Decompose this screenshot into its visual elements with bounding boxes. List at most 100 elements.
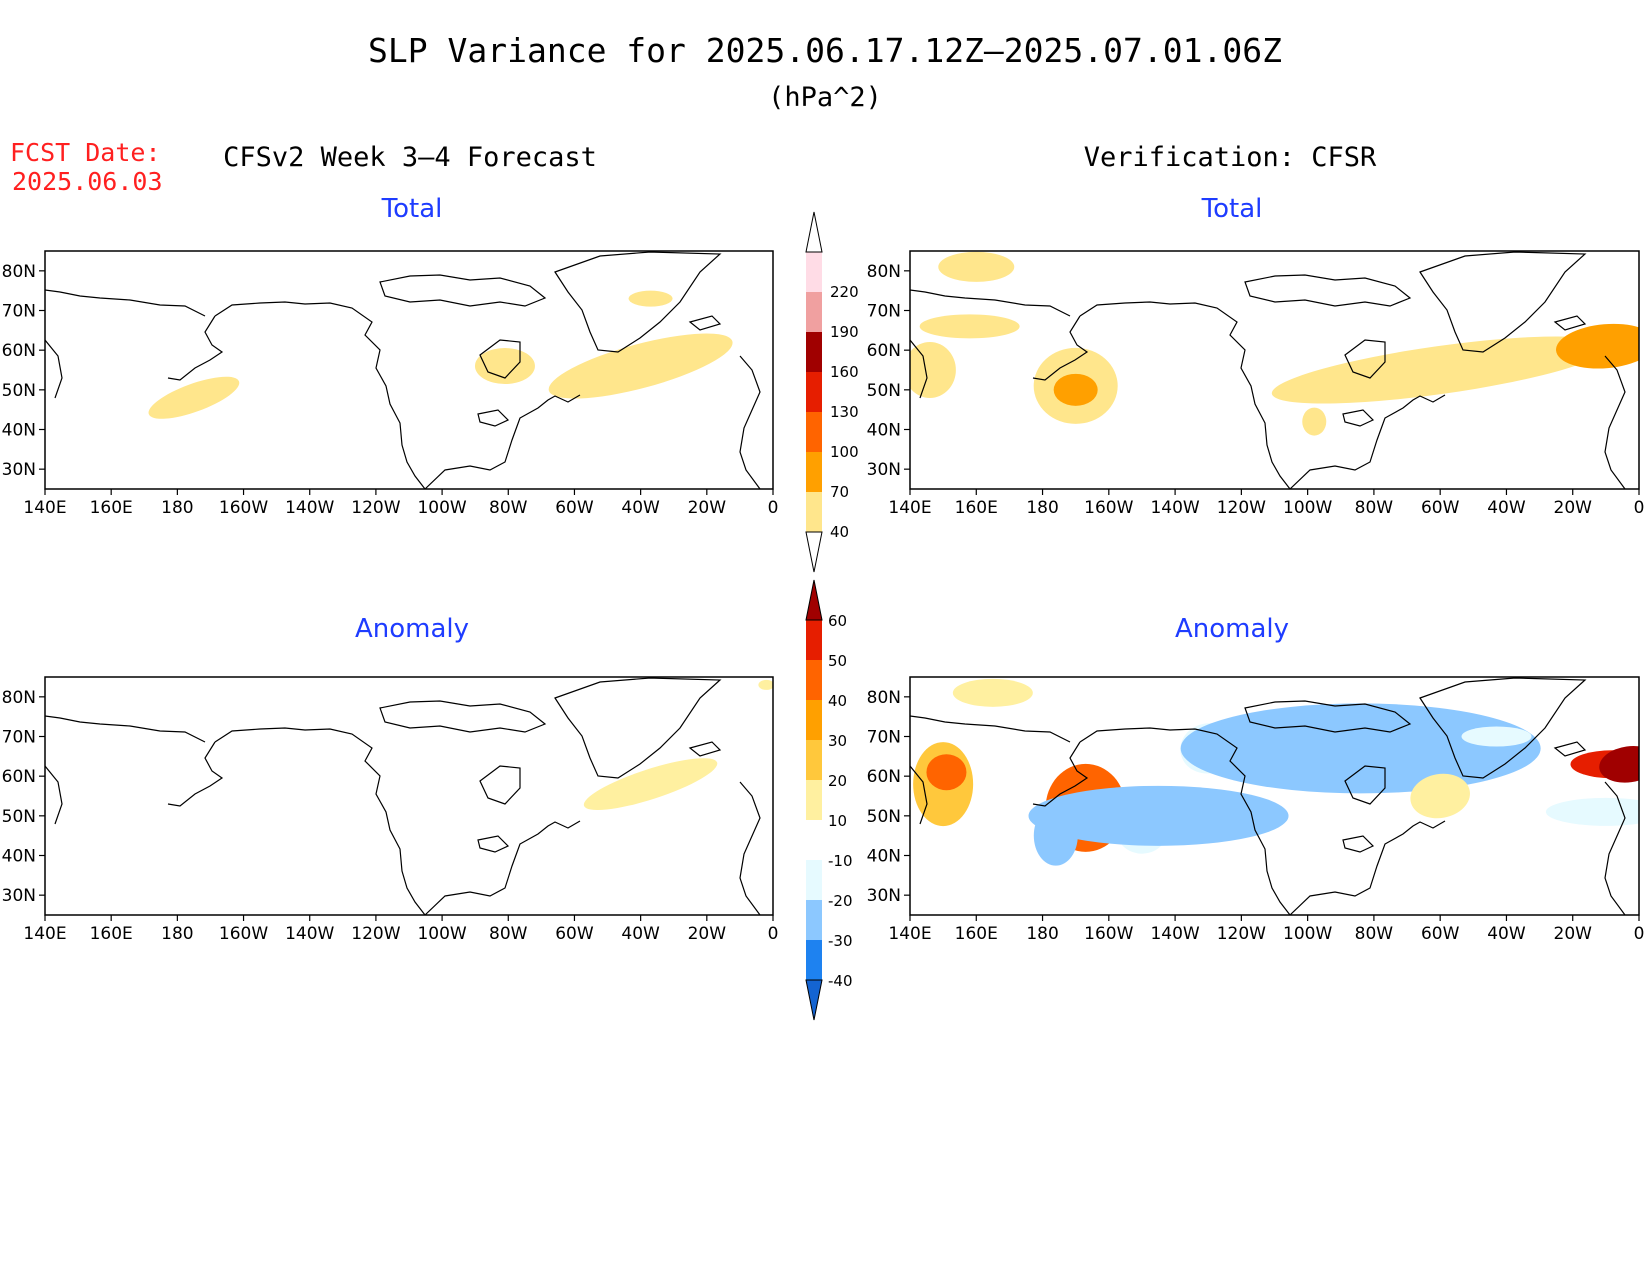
shaded-region <box>910 342 956 398</box>
lat-tick-label: 60N <box>867 341 901 361</box>
lat-tick-label: 50N <box>2 381 36 401</box>
panel-title-verif-total: Total <box>1201 194 1263 224</box>
lat-tick-label: 80N <box>2 262 36 282</box>
lon-tick-label: 160W <box>1084 498 1133 518</box>
lon-tick-label: 40W <box>1487 498 1526 518</box>
lon-tick-label: 0 <box>1634 924 1645 944</box>
lon-tick-label: 140W <box>1150 924 1199 944</box>
colorbar-segment <box>806 700 822 740</box>
shaded-region <box>758 679 773 690</box>
lat-tick-label: 40N <box>2 421 36 441</box>
lon-tick-label: 80W <box>489 498 528 518</box>
shaded-region <box>548 333 733 399</box>
colorbar-top-arrow <box>805 211 823 253</box>
colorbar-label: 30 <box>828 732 847 750</box>
lon-tick-label: 160E <box>955 498 998 518</box>
lon-tick-label: 20W <box>1554 498 1593 518</box>
colorbar-segment <box>806 252 822 292</box>
shaded-region <box>1180 703 1541 794</box>
shaded-region <box>952 678 1033 707</box>
colorbar-label: -40 <box>828 972 853 990</box>
lat-tick-label: 30N <box>867 886 901 906</box>
lon-tick-label: 100W <box>417 498 466 518</box>
colorbar-label: 20 <box>828 772 847 790</box>
shaded-region <box>1271 336 1609 404</box>
colorbar-label: 70 <box>830 483 849 501</box>
colorbar-segment <box>806 292 822 332</box>
lon-tick-label: 160W <box>219 498 268 518</box>
lat-tick-label: 50N <box>867 381 901 401</box>
lon-tick-label: 180 <box>161 924 193 944</box>
lon-tick-label: 180 <box>1026 924 1058 944</box>
lon-tick-label: 100W <box>1283 498 1332 518</box>
lon-tick-label: 140W <box>1150 498 1199 518</box>
lon-tick-label: 100W <box>1283 924 1332 944</box>
colorbar-label: 40 <box>830 523 849 541</box>
lat-tick-label: 30N <box>867 460 901 480</box>
lon-tick-label: 80W <box>1355 498 1394 518</box>
lon-tick-label: 0 <box>1634 498 1645 518</box>
panel-title-verif-anomaly: Anomaly <box>1175 614 1289 644</box>
lon-tick-label: 40W <box>621 924 660 944</box>
fcst-date-value: 2025.06.03 <box>12 167 163 196</box>
colorbar-segment <box>806 860 822 900</box>
lat-tick-label: 80N <box>867 262 901 282</box>
colorbar-segment <box>806 412 822 452</box>
anomaly-colorbar: -40 -30 -20 -10 10 20 30 40 50 60 <box>805 579 853 1021</box>
lat-tick-label: 40N <box>867 847 901 867</box>
lon-tick-label: 60W <box>555 498 594 518</box>
fcst-date-label: FCST Date: <box>10 138 161 167</box>
lon-tick-label: 160W <box>1084 924 1133 944</box>
lon-tick-label: 140E <box>23 924 66 944</box>
lat-tick-label: 60N <box>2 767 36 787</box>
colorbar-label: 50 <box>828 652 847 670</box>
colorbar-label: 100 <box>830 443 859 461</box>
shaded-region <box>1545 797 1639 826</box>
colorbar-label: 60 <box>828 612 847 630</box>
shaded-region <box>1028 785 1289 846</box>
colorbar-segment <box>806 452 822 492</box>
lat-tick-label: 60N <box>2 341 36 361</box>
shaded-region <box>583 758 718 811</box>
colorbar-label: -20 <box>828 892 853 910</box>
colorbar-top-arrow <box>805 579 823 621</box>
colorbar-label: -30 <box>828 932 853 950</box>
lon-tick-label: 0 <box>768 924 779 944</box>
shaded-region <box>926 754 967 791</box>
lon-tick-label: 80W <box>489 924 528 944</box>
lon-tick-label: 40W <box>621 498 660 518</box>
map-frame <box>44 676 774 916</box>
colorbar-segment <box>806 620 822 660</box>
map-frame <box>44 250 774 490</box>
lon-tick-label: 160E <box>955 924 998 944</box>
lon-tick-label: 100W <box>417 924 466 944</box>
lon-tick-label: 180 <box>1026 498 1058 518</box>
lon-tick-label: 120W <box>351 924 400 944</box>
colorbar-segment <box>806 900 822 940</box>
shaded-region <box>1556 323 1639 369</box>
lon-tick-label: 180 <box>161 498 193 518</box>
lon-tick-label: 40W <box>1487 924 1526 944</box>
lon-tick-label: 120W <box>1217 924 1266 944</box>
lat-tick-label: 50N <box>2 807 36 827</box>
lon-tick-label: 140E <box>888 498 931 518</box>
forecast-heading: CFSv2 Week 3–4 Forecast <box>223 142 597 173</box>
lat-tick-label: 70N <box>2 302 36 322</box>
lon-tick-label: 20W <box>1554 924 1593 944</box>
shaded-region <box>919 314 1020 339</box>
lon-tick-label: 160E <box>90 498 133 518</box>
lat-tick-label: 40N <box>2 847 36 867</box>
colorbar-segment <box>806 940 822 980</box>
map-panel-forecast-anomaly: 80N 70N 60N 50N 40N 30N 140E 160E 180 160W 140W 120… <box>2 676 779 944</box>
shaded-region <box>1461 726 1532 747</box>
map-panel-forecast-total: 80N 70N 60N 50N 40N 30N 140E 160E 180 160W 140W 120… <box>2 250 778 518</box>
colorbar-label: 40 <box>828 692 847 710</box>
colorbar-segment <box>806 660 822 700</box>
lat-tick-label: 80N <box>867 688 901 708</box>
colorbar-segment <box>806 492 822 532</box>
lon-tick-label: 80W <box>1355 924 1394 944</box>
lat-tick-label: 30N <box>2 460 36 480</box>
figure-title: SLP Variance for 2025.06.17.12Z–2025.07.… <box>368 31 1282 70</box>
colorbar-label: 10 <box>828 812 847 830</box>
